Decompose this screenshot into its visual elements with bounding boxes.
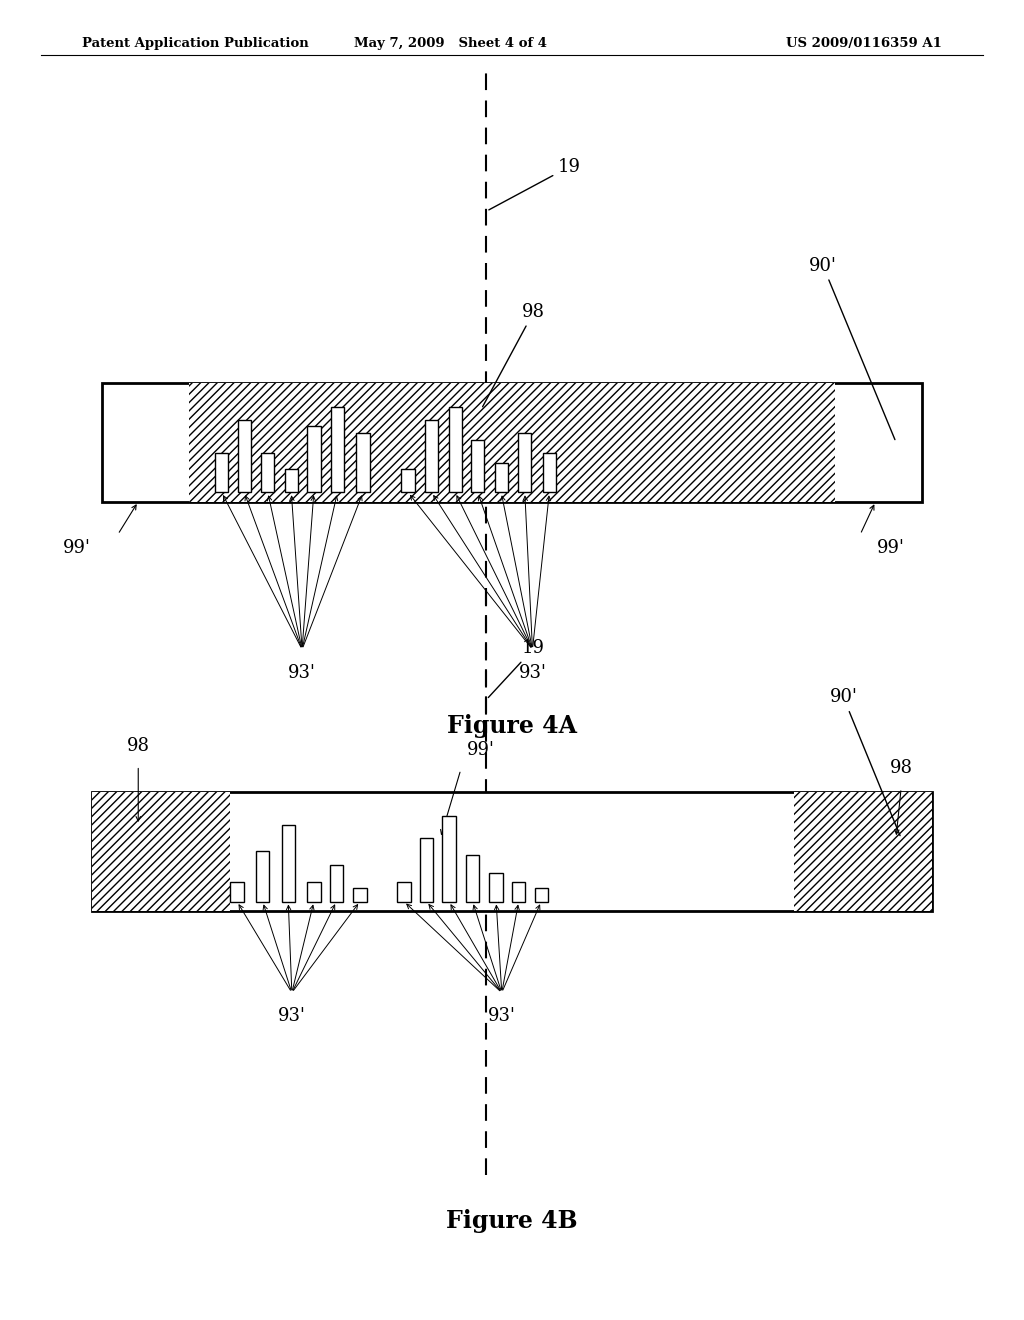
Text: Figure 4A: Figure 4A [447,714,577,738]
Bar [285,469,298,492]
Bar [238,420,251,492]
Text: 99': 99' [467,741,496,759]
Text: 19: 19 [488,157,581,210]
Text: 90': 90' [809,256,895,440]
Bar [92,792,932,911]
Text: May 7, 2009   Sheet 4 of 4: May 7, 2009 Sheet 4 of 4 [354,37,547,50]
Bar [512,882,525,902]
Bar [92,792,230,911]
Bar [356,433,370,492]
Text: US 2009/0116359 A1: US 2009/0116359 A1 [786,37,942,50]
Bar [330,865,343,902]
Bar [353,888,367,902]
Bar [466,855,479,902]
Bar [420,838,433,902]
Bar [397,882,411,902]
Bar [401,469,415,492]
Bar [331,407,344,492]
Bar [543,453,556,492]
Text: 93': 93' [518,664,547,682]
Bar [489,873,503,902]
Bar [230,882,244,902]
Text: 99': 99' [62,539,91,557]
Text: 98: 98 [127,737,150,755]
Bar [471,440,484,492]
Text: 93': 93' [288,664,316,682]
Bar [449,407,462,492]
Text: Figure 4B: Figure 4B [446,1209,578,1233]
Bar [442,816,456,902]
Bar [102,383,922,502]
Bar [425,420,438,492]
Bar [535,888,548,902]
Text: Patent Application Publication: Patent Application Publication [82,37,308,50]
Bar [261,453,274,492]
Bar [794,792,932,911]
Text: 93': 93' [278,1007,306,1026]
Bar [256,851,269,902]
Bar [495,463,508,492]
Bar [307,882,321,902]
Bar [189,383,835,502]
Text: 98: 98 [890,759,912,777]
Text: 93': 93' [487,1007,516,1026]
Text: 90': 90' [829,688,900,836]
Bar [307,426,321,492]
Bar [215,453,228,492]
Text: 99': 99' [877,539,905,557]
Text: 98: 98 [482,302,545,407]
Bar [518,433,531,492]
Text: 19: 19 [488,639,545,697]
Bar [282,825,295,902]
